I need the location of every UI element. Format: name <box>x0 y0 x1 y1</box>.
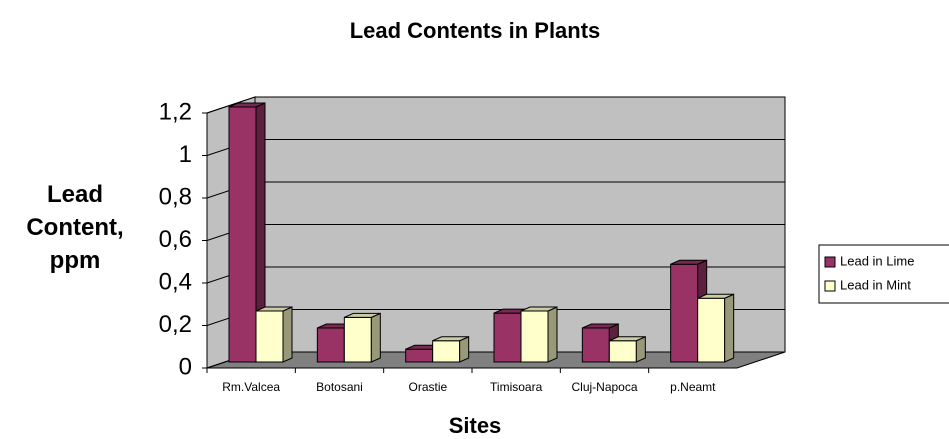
y-axis-title: Lead Content, ppm <box>26 181 124 274</box>
y-tick-label: 0 <box>179 353 192 380</box>
bar-side <box>724 293 735 363</box>
bar-front <box>581 327 610 363</box>
chart-title: Lead Contents in Plants <box>350 18 601 43</box>
bar-side <box>282 306 293 363</box>
bar-side <box>370 312 381 363</box>
bar-top <box>344 312 381 318</box>
bar-front <box>493 312 522 363</box>
bar-top <box>582 323 619 329</box>
y-tick-label: 1 <box>179 141 192 168</box>
bar <box>608 335 646 363</box>
bar-top <box>255 306 293 312</box>
bar-front <box>405 348 434 363</box>
x-tick-label: Botosani <box>316 380 363 394</box>
bar-top <box>432 336 469 342</box>
bar-top <box>697 293 734 299</box>
bar-front <box>316 327 345 363</box>
x-tick-label: Cluj-Napoca <box>571 380 637 394</box>
legend-swatch <box>824 256 836 268</box>
bar <box>228 102 266 363</box>
legend-label: Lead in Mint <box>840 277 911 292</box>
x-tick-label: p.Neamt <box>670 380 716 394</box>
bar-front <box>670 263 699 363</box>
bar <box>697 293 735 363</box>
bar-front <box>697 297 726 363</box>
legend-swatch <box>824 280 836 292</box>
bar-top <box>228 102 266 108</box>
bar-front <box>255 310 284 363</box>
legend-box <box>818 244 949 304</box>
y-tick-label: 0,8 <box>159 183 192 210</box>
x-tick-label: Orastie <box>408 380 447 394</box>
bar <box>255 306 293 363</box>
bar <box>432 335 470 363</box>
x-axis-title: Sites <box>449 413 502 438</box>
bar <box>343 312 381 363</box>
y-tick-label: 1,2 <box>159 98 192 125</box>
bar-front <box>608 340 637 363</box>
y-tick-label: 0,4 <box>159 268 192 295</box>
legend-label: Lead in Lime <box>840 253 914 268</box>
bar-top <box>609 336 646 342</box>
bar-front <box>228 106 257 363</box>
bar-top <box>520 306 558 312</box>
bar-front <box>343 316 372 363</box>
y-tick-label: 0,2 <box>159 311 192 338</box>
x-tick-label: Rm.Valcea <box>222 380 280 394</box>
bar <box>520 306 558 363</box>
grid-line <box>206 96 785 114</box>
bar-top <box>670 259 707 265</box>
y-tick-label: 0,6 <box>159 226 192 253</box>
bar-front <box>432 340 461 363</box>
bar-front <box>520 310 549 363</box>
bar-side <box>547 306 558 363</box>
x-tick-label: Timisoara <box>490 380 543 394</box>
